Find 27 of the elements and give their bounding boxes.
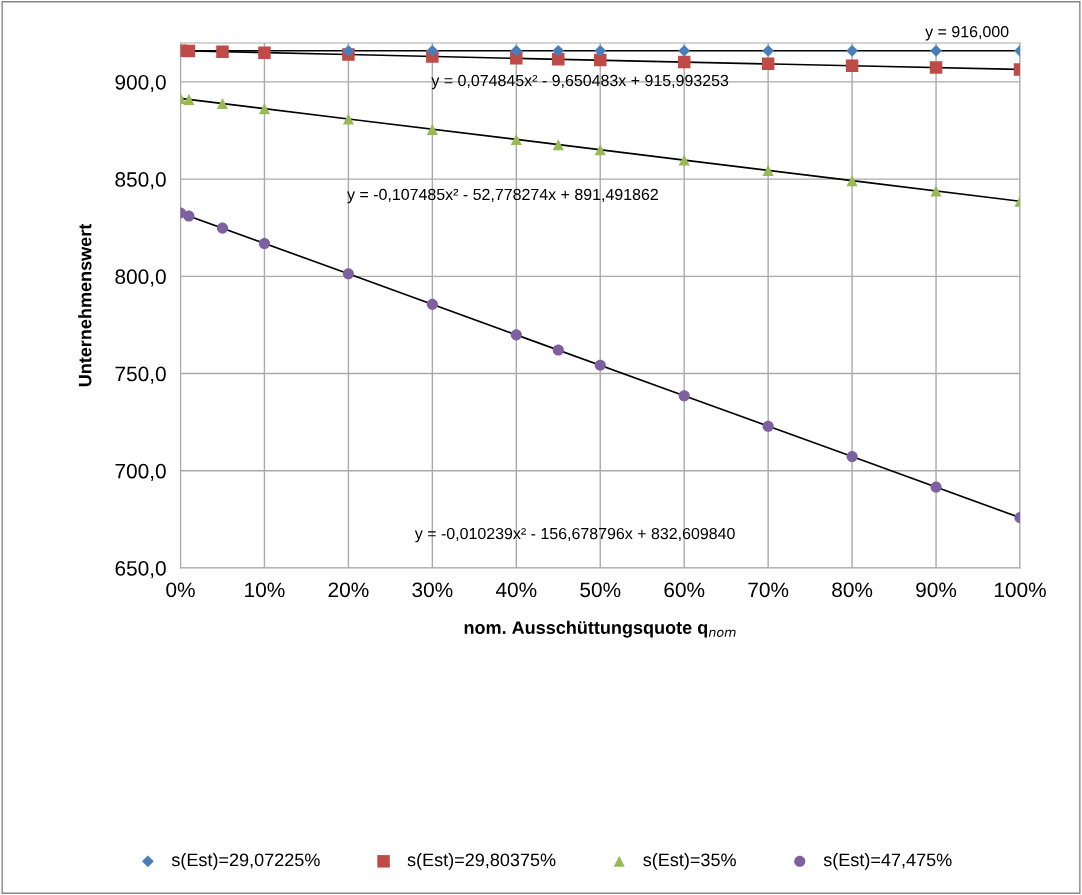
annotation: y = 0,074845x² - 9,650483x + 915,993253 (431, 74, 729, 90)
y-tick-label: 800,0 (115, 269, 166, 287)
legend-label: s(Est)=35% (643, 852, 736, 870)
y-tick-label: 650,0 (115, 561, 166, 579)
x-tick-label: 70% (748, 582, 789, 598)
text: y = 916,000 (925, 26, 1009, 41)
y-axis-title: Unternehmenswert (78, 223, 92, 387)
legend-label: s(Est)=29,07225% (171, 852, 320, 870)
legend-label: s(Est)=29,80375% (407, 852, 556, 870)
x-tick-label: 30% (412, 582, 453, 598)
x-tick-label: 10% (245, 582, 285, 598)
x-axis-title: nom. Ausschüttungsquote q$_{nom}$ (464, 620, 736, 638)
x-tick-label: 50% (580, 582, 621, 598)
y-tick-label: 700,0 (115, 463, 166, 481)
x-tick-label: 20% (328, 582, 369, 598)
y-tick-label: 900,0 (115, 74, 166, 93)
x-tick-label: 0% (166, 582, 195, 598)
legend-label: s(Est)=47,475% (823, 852, 952, 870)
x-tick-label: 80% (832, 582, 873, 598)
annotation: y = -0,010239x² - 156,678796x + 832,609840 (414, 527, 735, 543)
annotation: y = -0,107485x² - 52,778274x + 891,491862 (347, 188, 658, 204)
y-tick-label: 850,0 (115, 172, 166, 190)
y-tick-label: 750,0 (115, 366, 166, 384)
x-tick-label: 40% (495, 582, 537, 598)
x-tick-label: 100% (994, 582, 1046, 598)
x-tick-label: 90% (916, 582, 957, 598)
x-tick-label: 60% (664, 582, 705, 598)
